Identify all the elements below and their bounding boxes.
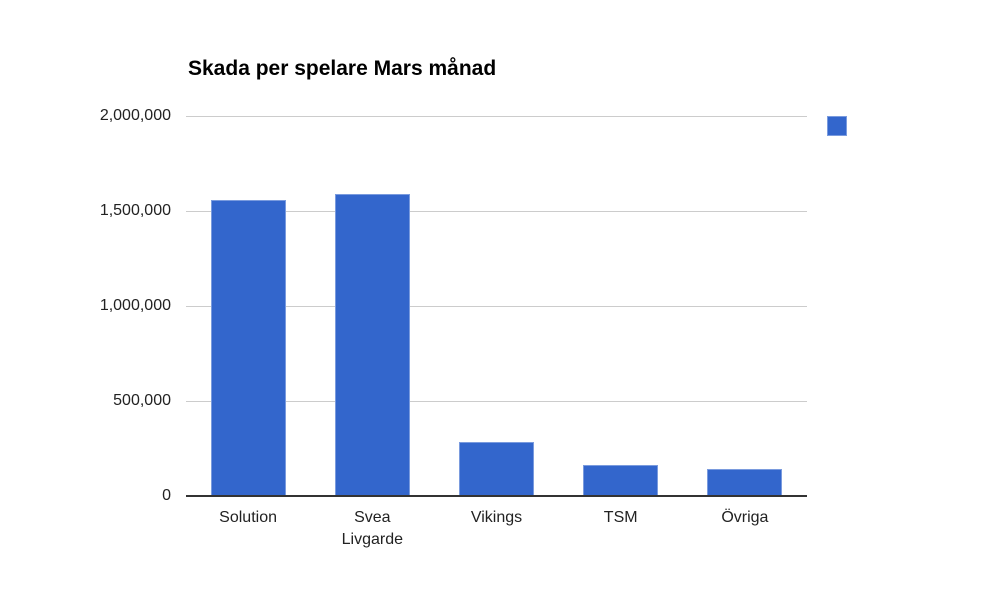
x-tick-label-ovriga: Övriga [721,509,769,526]
x-tick-label-solution: Solution [219,509,277,526]
y-tick-label: 500,000 [113,392,171,409]
bar-ovriga[interactable] [707,468,783,496]
y-tick-label: 2,000,000 [99,107,171,124]
gridline-2000000 [186,116,807,117]
gridline-1000000 [186,306,807,307]
y-tick-label: 1,000,000 [99,297,171,314]
x-tick-label-vikings: Vikings [470,509,523,526]
bar-vikings[interactable] [459,442,534,496]
y-tick-label: 1,500,000 [99,202,171,219]
x-tick-label-svea-livgarde: Svea Livgarde [341,509,403,548]
plot-area [186,116,807,497]
bar-tsm[interactable] [583,464,659,496]
bar-solution[interactable] [210,199,286,496]
gridline-1500000 [186,211,807,212]
gridline-500000 [186,401,807,402]
y-tick-label: 0 [162,487,171,504]
bar-svea-livgarde[interactable] [334,193,410,496]
legend-swatch-icon [827,116,847,136]
legend [827,116,847,136]
chart-title: Skada per spelare Mars månad [188,57,497,80]
x-axis-line [186,495,807,497]
x-tick-label-tsm: TSM [603,509,638,526]
